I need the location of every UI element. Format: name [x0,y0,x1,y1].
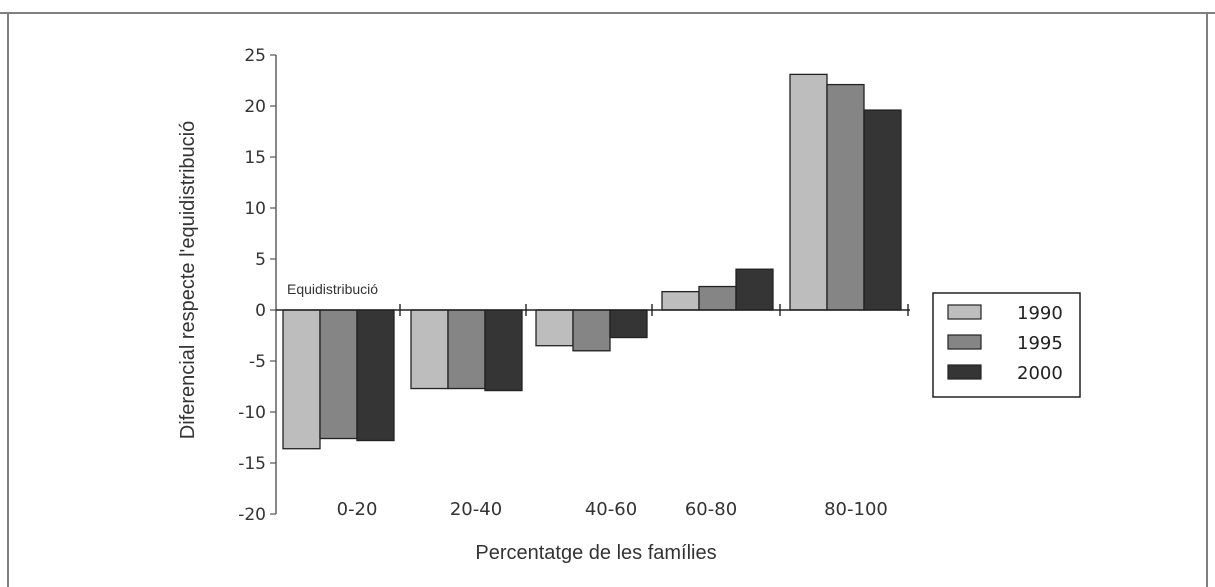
legend-label-2000: 2000 [1017,363,1063,384]
y-tick-label: -5 [249,352,266,372]
bars [282,73,902,450]
legend-label-1990: 1990 [1017,303,1063,324]
category-label-60-80: 60-80 [685,499,737,520]
bar-1990-40-60 [535,309,574,347]
legend-swatch-1990 [947,304,982,320]
bar-2000-40-60 [609,309,648,339]
legend: 1990 1995 2000 [932,292,1081,398]
x-axis-title: Percentatge de les famílies [475,542,716,564]
category-label-40-60: 40-60 [585,499,637,520]
bar-1995-40-60 [572,309,611,352]
y-axis-title: Diferencial respecte l'equidistribució [177,121,199,439]
legend-swatch-1995 [947,334,982,350]
y-tick-label: 20 [244,97,266,117]
bar-2000-20-40 [484,309,523,392]
category-label-20-40: 20-40 [450,499,502,520]
bar-1995-80-100 [826,83,865,311]
bar-1990-80-100 [789,73,828,311]
y-tick-label: -20 [238,505,266,525]
bar-2000-60-80 [735,268,774,311]
bar-2000-0-20 [356,309,395,442]
y-tick-label: 5 [255,250,266,270]
y-tick-label: 10 [244,199,266,219]
y-tick-label: -10 [238,403,266,423]
category-label-80-100: 80-100 [824,499,888,520]
bar-1990-20-40 [410,309,449,390]
y-tick-label: 15 [244,148,266,168]
bar-1995-0-20 [319,309,358,440]
legend-swatch-2000 [947,364,982,380]
bar-1995-60-80 [698,285,737,311]
annotation-equidistribucio: Equidistribució [287,281,378,297]
y-axis-ticks: 25 20 15 10 5 0 -5 -10 -15 -20 [238,46,276,525]
bar-1990-0-20 [282,309,321,450]
bar-1990-60-80 [661,290,700,311]
category-labels: 0-20 20-40 40-60 60-80 80-100 [337,499,888,520]
category-label-0-20: 0-20 [337,499,378,520]
legend-items: 1990 1995 2000 [947,303,1063,384]
bar-2000-80-100 [863,109,902,311]
y-tick-label: 25 [244,46,266,66]
axes [275,55,910,514]
legend-label-1995: 1995 [1017,333,1063,354]
y-tick-label: 0 [255,301,266,321]
bar-1995-20-40 [447,309,486,390]
y-tick-label: -15 [238,454,266,474]
